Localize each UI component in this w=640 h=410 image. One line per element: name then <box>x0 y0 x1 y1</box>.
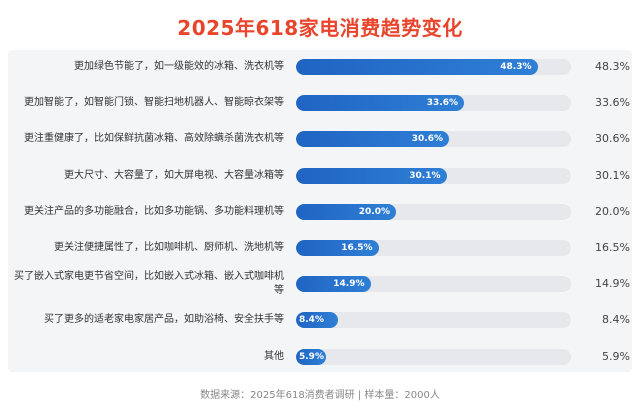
bar: 30.6% <box>296 131 449 148</box>
bar-track: 30.1% <box>296 167 571 184</box>
bar-row: 买了嵌入式家电更节省空间，比如嵌入式冰箱、嵌入式咖啡机等 14.9% 14.9% <box>0 266 640 302</box>
bar-track: 20.0% <box>296 203 571 220</box>
bar: 16.5% <box>296 240 379 256</box>
value-label: 20.0% <box>595 204 630 218</box>
category-label: 其他 <box>264 350 284 362</box>
category-label: 更加智能了，如智能门锁、智能扫地机器人、智能晾衣架等 <box>24 97 284 109</box>
bar-row: 其他 5.9% 5.9% <box>0 339 640 375</box>
bar: 8.4% <box>296 312 338 329</box>
bar: 14.9% <box>296 276 371 293</box>
value-label: 30.1% <box>595 168 630 182</box>
bar: 33.6% <box>296 95 464 112</box>
bar: 30.1% <box>296 167 447 184</box>
category-label: 更加绿色节能了，如一级能效的冰箱、洗衣机等 <box>74 61 284 72</box>
bar-value-label: 48.3% <box>500 62 532 72</box>
bar: 20.0% <box>296 203 396 220</box>
bar-value-label: 20.0% <box>358 206 390 217</box>
bar-track: 14.9% <box>296 276 571 293</box>
bar-track: 33.6% <box>296 95 571 112</box>
category-label: 更关注便捷属性了，比如咖啡机、厨师机、洗地机等 <box>54 242 284 253</box>
bar-row: 更注重健康了，比如保鲜抗菌冰箱、高效除螨杀菌洗衣机等 30.6% 30.6% <box>0 121 640 157</box>
chart-footer: 数据来源：2025年618消费者调研 | 样本量：2000人 <box>200 390 440 401</box>
bar-row: 更大尺寸、大容量了，如大屏电视、大容量冰箱等 30.1% 30.1% <box>0 158 640 194</box>
category-label: 更大尺寸、大容量了，如大屏电视、大容量冰箱等 <box>64 169 284 181</box>
bar-track: 5.9% <box>296 348 571 365</box>
chart-title: 2025年618家电消费趋势变化 <box>177 16 463 40</box>
category-label: 更注重健康了，比如保鲜抗菌冰箱、高效除螨杀菌洗衣机等 <box>24 133 284 145</box>
bar-value-label: 14.9% <box>333 279 365 290</box>
value-label: 33.6% <box>595 96 630 110</box>
category-label: 更关注产品的多功能融合，比如多功能锅、多功能料理机等 <box>24 205 284 217</box>
value-label: 14.9% <box>595 277 630 291</box>
bar-track: 8.4% <box>296 312 571 329</box>
bar-row: 买了更多的适老家电家居产品，如助浴椅、安全扶手等 8.4% 8.4% <box>0 302 640 338</box>
value-label: 8.4% <box>602 313 630 327</box>
value-label: 48.3% <box>595 60 630 73</box>
bar-row: 更加绿色节能了，如一级能效的冰箱、洗衣机等 48.3% 48.3% <box>0 49 640 85</box>
value-label: 16.5% <box>595 241 630 254</box>
category-label: 买了更多的适老家电家居产品，如助浴椅、安全扶手等 <box>44 314 284 326</box>
bar-value-label: 8.4% <box>299 315 324 326</box>
bar-row: 更关注产品的多功能融合，比如多功能锅、多功能料理机等 20.0% 20.0% <box>0 194 640 230</box>
bar: 5.9% <box>296 348 326 365</box>
bar-value-label: 30.1% <box>409 170 441 181</box>
bar-track: 48.3% <box>296 59 571 75</box>
bar-track: 16.5% <box>296 240 571 256</box>
bar: 48.3% <box>296 59 538 75</box>
category-label: 买了嵌入式家电更节省空间，比如嵌入式冰箱、嵌入式咖啡机等 <box>14 271 284 297</box>
bar-row: 更关注便捷属性了，比如咖啡机、厨师机、洗地机等 16.5% 16.5% <box>0 230 640 266</box>
bar-value-label: 16.5% <box>341 243 373 253</box>
value-label: 5.9% <box>602 349 630 363</box>
bar-track: 30.6% <box>296 131 571 148</box>
bar-value-label: 30.6% <box>411 134 443 145</box>
bar-value-label: 5.9% <box>299 351 324 362</box>
bar-value-label: 33.6% <box>426 98 458 109</box>
value-label: 30.6% <box>595 132 630 146</box>
bar-row: 更加智能了，如智能门锁、智能扫地机器人、智能晾衣架等 33.6% 33.6% <box>0 85 640 121</box>
